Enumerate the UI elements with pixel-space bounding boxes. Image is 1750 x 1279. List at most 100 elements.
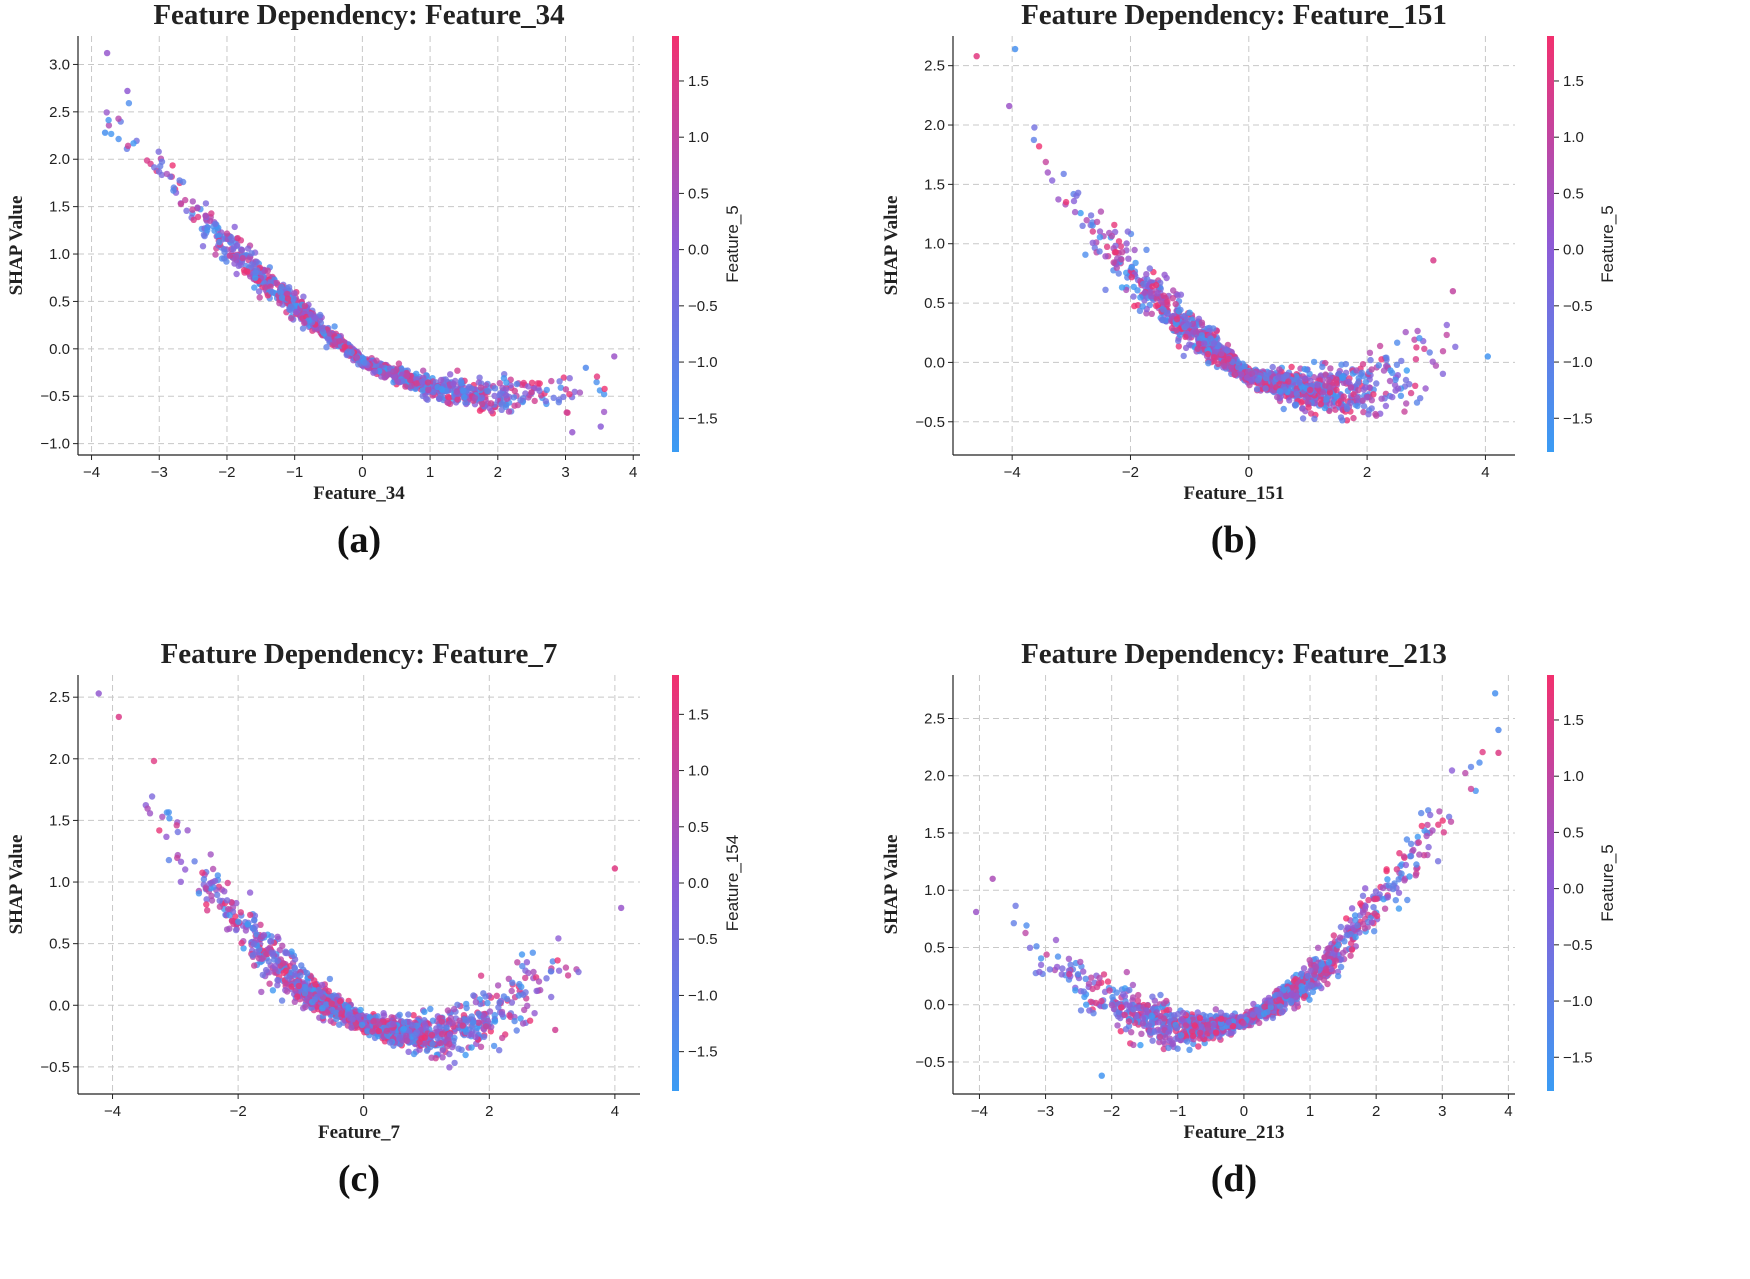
scatter-point [323,344,330,351]
scatter-point [166,815,173,822]
y-tick-label: 0.0 [924,354,945,371]
scatter-point [1337,414,1345,421]
scatter-point [482,1023,490,1030]
scatter-points [95,690,625,1071]
scatter-point [1224,347,1231,354]
scatter-point [531,397,538,405]
scatter-point [531,1010,538,1017]
x-tick-label: 0 [358,464,366,481]
scatter-point [1281,386,1289,393]
plot-title: Feature Dependency: Feature_151 [1021,0,1447,31]
scatter-point [325,988,332,995]
scatter-point [1421,345,1428,352]
scatter-point [1211,354,1218,361]
scatter-point [1426,349,1433,356]
scatter-point [460,387,467,395]
scatter-point [1314,382,1321,389]
scatter-point [458,1046,465,1053]
scatter-point [221,248,228,256]
scatter-point [228,917,236,924]
scatter-point [1177,291,1185,298]
scatter-point [336,338,343,345]
scatter-point [484,387,491,395]
scatter-point [271,962,279,970]
scatter-point [1071,208,1079,216]
scatter-point [386,1039,394,1046]
scatter-point [323,1001,330,1008]
scatter-point [434,383,441,391]
scatter-point [549,958,556,965]
scatter-point [240,267,248,274]
scatter-point [202,884,209,891]
x-tick-label: −2 [1122,464,1139,481]
scatter-point [454,367,461,374]
scatter-point [408,382,415,390]
scatter-point [1254,376,1262,384]
colorbar-tick-label: 1.5 [688,73,709,90]
scatter-point [1221,362,1228,369]
scatter-point [124,142,132,149]
colorbar-label: Feature_5 [1598,205,1617,283]
scatter-point [505,408,513,415]
scatter-point [450,380,457,387]
scatter-point [1072,987,1079,994]
scatter-point [1443,321,1450,329]
scatter-point [163,170,171,178]
scatter-point [542,398,549,405]
scatter-point [1129,981,1137,989]
scatter-point [221,888,228,895]
scatter-point [554,957,561,964]
scatter-point [235,918,242,925]
scatter-point [528,379,536,386]
scatter-point [562,386,570,393]
scatter-point [203,896,210,903]
scatter-point [535,978,543,985]
x-tick-label: 1 [426,464,434,481]
scatter-point-outlier [103,49,111,57]
scatter-point [429,1040,436,1048]
scatter-point [306,991,313,998]
panel-letter: (b) [1211,519,1257,561]
scatter-point [228,237,235,244]
scatter-point [1323,396,1330,403]
x-tick-label: 4 [611,1103,619,1120]
scatter-point [266,980,273,987]
scatter-point [563,409,570,416]
scatter-point [1111,221,1118,229]
x-tick-label: 4 [629,464,637,481]
scatter-point [1172,300,1179,308]
scatter-point [1350,414,1357,422]
scatter-point [1339,949,1347,957]
scatter-point [1089,239,1096,246]
scatter-point [1062,198,1070,206]
scatter-point [472,1033,479,1041]
scatter-point [398,371,406,378]
scatter-point [413,370,420,377]
scatter-point [1422,385,1429,392]
scatter-point [1384,876,1391,883]
x-tick-label: 2 [494,464,502,481]
x-tick-label: −4 [83,464,100,481]
scatter-point [248,250,255,257]
scatter-point [375,1027,382,1035]
scatter-point [444,1007,452,1014]
scatter-point [371,368,379,375]
scatter-point [204,907,211,914]
scatter-point [1382,402,1390,410]
panel-letter: (a) [337,519,381,561]
scatter-point-outlier [115,713,123,721]
scatter-point [477,384,485,391]
scatter-point [251,962,258,969]
scatter-point [1160,292,1167,299]
scatter-point [390,373,398,380]
x-tick-label: −1 [286,464,303,481]
scatter-point [1445,813,1453,820]
scatter-point [424,379,432,386]
scatter-point [303,969,311,977]
y-tick-label: 2.5 [924,58,945,75]
scatter-point [1079,222,1086,229]
scatter-point [1065,955,1073,962]
scatter-point [291,290,298,297]
scatter-point [336,1021,343,1028]
scatter-point [143,157,151,164]
